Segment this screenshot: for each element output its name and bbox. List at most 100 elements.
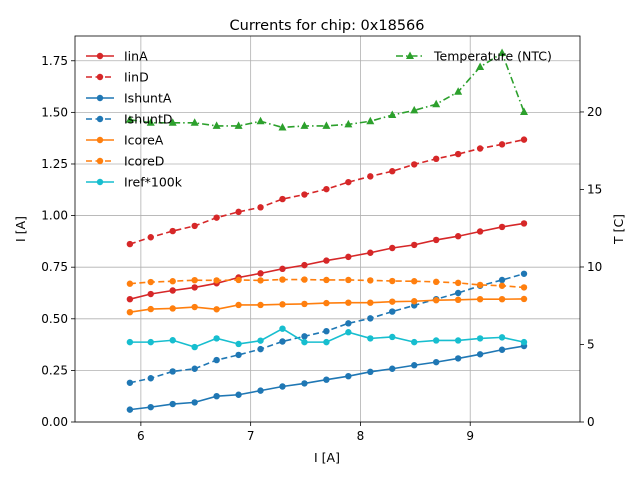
data-point — [191, 222, 198, 230]
legend-label: IshuntD — [124, 112, 173, 127]
legend-entry: Temperature (NTC) — [396, 49, 552, 64]
data-point — [411, 278, 418, 285]
data-point — [476, 351, 484, 358]
data-point — [498, 276, 506, 284]
data-point — [147, 305, 154, 313]
y-tick-label: 1.75 — [41, 54, 68, 68]
data-point — [389, 277, 396, 285]
data-point — [410, 105, 419, 114]
data-point — [389, 333, 396, 341]
data-point — [147, 403, 154, 411]
data-point — [367, 173, 374, 180]
left-axis: 0.00 0.25 0.50 0.75 1.00 1.25 1.50 1.75 — [41, 54, 75, 429]
data-point — [323, 299, 330, 307]
data-point — [411, 241, 418, 249]
y-tick-label: 0.50 — [41, 312, 68, 326]
data-point — [257, 204, 264, 211]
data-point — [498, 223, 506, 231]
data-point — [169, 305, 176, 312]
data-point — [367, 277, 374, 284]
data-point — [191, 284, 198, 291]
data-point — [191, 343, 198, 351]
series-iina — [126, 220, 528, 303]
data-point — [476, 295, 484, 303]
data-point — [498, 282, 506, 289]
data-point — [498, 346, 506, 353]
legend-label: Temperature (NTC) — [433, 49, 552, 64]
data-point — [126, 280, 134, 287]
x-tick-label: 8 — [357, 429, 365, 443]
data-point — [126, 308, 134, 316]
data-point — [301, 380, 308, 387]
data-point — [169, 227, 176, 235]
series-iind — [126, 136, 528, 248]
data-point — [235, 208, 242, 216]
data-point — [454, 337, 462, 344]
series-icored — [126, 276, 528, 291]
data-point — [257, 345, 264, 353]
data-point — [389, 244, 396, 252]
data-point — [367, 335, 374, 342]
data-point — [235, 391, 242, 398]
y2-tick-label: 20 — [587, 105, 602, 119]
legend-entry: IshuntA — [86, 91, 172, 106]
data-point — [213, 335, 220, 342]
y2-tick-label: 10 — [587, 260, 602, 274]
data-point — [345, 253, 352, 261]
data-point — [322, 121, 331, 129]
data-point — [345, 329, 352, 336]
data-point — [235, 340, 242, 348]
legend-entry: IcoreA — [86, 133, 164, 148]
data-point — [257, 387, 264, 394]
data-point — [476, 281, 484, 289]
data-point — [432, 358, 440, 366]
data-point — [191, 365, 198, 372]
y2-tick-label: 5 — [587, 337, 595, 351]
legend-marker — [406, 51, 414, 59]
data-point — [323, 327, 330, 335]
legend-entry: IinD — [86, 70, 149, 85]
data-point — [126, 379, 134, 386]
data-point — [235, 351, 242, 359]
data-point — [520, 136, 528, 143]
data-point — [279, 301, 286, 308]
legend-marker — [96, 52, 104, 60]
y-tick-label: 0.75 — [41, 260, 68, 274]
data-point — [257, 301, 264, 309]
data-point — [389, 168, 396, 175]
data-point — [146, 118, 155, 126]
data-point — [323, 257, 330, 264]
data-point — [366, 116, 375, 125]
data-point — [345, 178, 352, 186]
legend-marker — [96, 73, 104, 81]
x-tick-label: 6 — [137, 429, 145, 443]
data-point — [454, 233, 462, 240]
data-point — [213, 306, 220, 313]
data-point — [126, 338, 134, 346]
data-point — [126, 240, 134, 248]
legend-right: Temperature (NTC) — [396, 49, 552, 64]
legend-label: IinD — [124, 70, 149, 85]
data-point — [389, 365, 396, 372]
data-point — [301, 191, 308, 198]
data-point — [520, 284, 528, 291]
data-point — [125, 115, 134, 123]
data-point — [454, 150, 462, 158]
data-point — [147, 234, 154, 241]
legend-label: IshuntA — [124, 91, 172, 106]
y-tick-label: 1.00 — [41, 209, 68, 223]
y-axis-label: I [A] — [13, 216, 28, 242]
data-point — [498, 295, 506, 303]
data-point — [520, 107, 529, 115]
data-point — [147, 375, 154, 382]
data-point — [520, 338, 528, 346]
data-point — [411, 161, 418, 168]
data-point — [279, 195, 286, 203]
data-point — [235, 276, 242, 284]
data-point — [278, 122, 287, 131]
data-point — [345, 299, 352, 306]
y2-tick-label: 0 — [587, 415, 595, 429]
data-point — [257, 277, 264, 284]
data-point — [520, 270, 528, 277]
